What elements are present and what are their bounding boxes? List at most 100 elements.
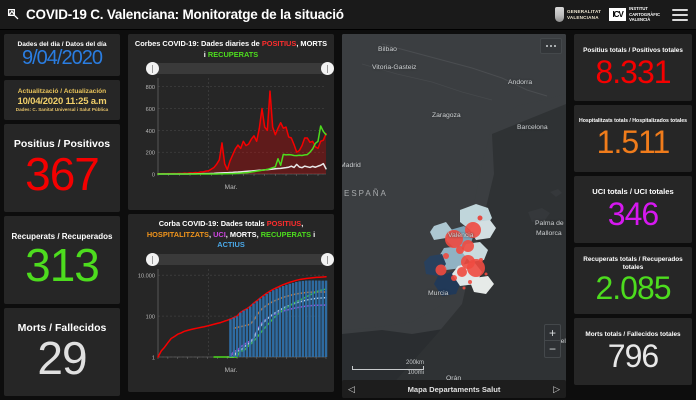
chart-title-daily-prefix: Corbes COVID-19: Dades diaries de <box>134 39 262 48</box>
chart-title-total-positius: POSITIUS <box>266 219 302 228</box>
kpi-card-date: Dades del dia / Datos del día 9/04/2020 <box>4 34 120 76</box>
chart-title-total-recuperats: RECUPERATS <box>260 229 312 239</box>
svg-text:10.000: 10.000 <box>138 274 155 280</box>
kpi-label-hospitalitzats-totals: Hospitalitzats totals / Hospitalizados t… <box>578 117 688 124</box>
svg-text:400: 400 <box>146 129 155 135</box>
kpi-card-hospitalitzats-totals: Hospitalitzats totals / Hospitalizados t… <box>574 105 692 172</box>
kpi-card-recuperats: Recuperats / Recuperados 313 <box>4 216 120 304</box>
kpi-card-morts: Morts / Fallecidos 29 <box>4 308 120 396</box>
daily-slider-handle-right[interactable] <box>321 62 334 76</box>
chart-title-total-actius: ACTIUS <box>217 240 245 250</box>
kpi-value-uci-totals: 346 <box>607 196 659 233</box>
total-chart-time-range-slider[interactable] <box>146 253 334 267</box>
chevron-right-icon[interactable]: ▷ <box>553 383 560 394</box>
chart-title-daily-sep1: , <box>296 39 301 48</box>
daily-chart-canvas: 0 200 400 600 800 <box>132 74 330 186</box>
kpi-label-recuperats-totals: Recuperats totals / Recuperados totales <box>583 256 683 271</box>
kpi-label-morts: Morts / Fallecidos <box>17 322 107 335</box>
chart-title-total-sep5: i <box>311 229 316 239</box>
map-label-barcelona: Barcelona <box>517 124 548 131</box>
total-chart-canvas: 1 100 10.000 <box>132 265 330 369</box>
kpi-card-positius: Positius / Positivos 367 <box>4 124 120 212</box>
total-chart-plot-area: 1 100 10.000 Mar. <box>132 265 330 374</box>
total-slider-handle-right[interactable] <box>321 253 334 267</box>
chart-title-total-hospitalitzats: HOSPITALITZATS <box>146 229 209 239</box>
chart-title-daily-recuperats: RECUPERATS <box>207 49 259 59</box>
map-layer-title: Mapa Departaments Salut <box>407 384 501 394</box>
total-slider-handle-left[interactable] <box>146 253 159 267</box>
svg-text:200: 200 <box>146 151 155 157</box>
hamburger-menu-icon[interactable] <box>668 8 688 21</box>
svg-text:100: 100 <box>146 315 155 321</box>
generalitat-valenciana-logo: GENERALITAT VALENCIANA <box>554 7 602 22</box>
map-label-murcia: Murcia <box>428 290 449 297</box>
map-zoom-out-button[interactable]: − <box>548 342 556 356</box>
chart-marker-icon <box>0 8 26 21</box>
map-label-palma-1: Palma de <box>535 220 564 227</box>
chart-title-total-sep1: , <box>301 219 304 228</box>
svg-text:800: 800 <box>146 86 155 92</box>
map-widget[interactable]: Bilbao Vitoria-Gasteiz Andorra Zaragoza … <box>342 34 566 396</box>
chart-title-total-uci: UCI <box>213 229 226 239</box>
map-scale-mi: 100mi <box>407 370 424 376</box>
right-kpi-column: Positius totals / Positivos totales 8.33… <box>570 30 696 400</box>
chart-card-daily-cases: Corbes COVID-19: Dades diaries de POSITI… <box>128 34 334 210</box>
kpi-value-morts-totals: 796 <box>607 337 659 374</box>
map-zoom-controls[interactable]: + − <box>544 324 561 358</box>
map-layer-navigator: ◁ Mapa Departaments Salut ▷ <box>342 380 566 398</box>
daily-chart-xaxis-label: Mar. <box>224 184 238 192</box>
map-label-madrid: Madrid <box>342 162 361 169</box>
chart-title-daily-positius: POSITIUS <box>261 39 297 48</box>
page-title: COVID-19 C. Valenciana: Monitoratge de l… <box>26 7 344 22</box>
generalitat-shield-icon <box>554 7 564 22</box>
header-logos: GENERALITAT VALENCIANA ICV INSTITUT CART… <box>554 0 696 29</box>
kpi-label-positius-totals: Positius totals / Positivos totales <box>583 47 683 55</box>
map-basemap <box>342 34 566 396</box>
map-zoom-in-button[interactable]: + <box>545 325 560 341</box>
map-scale-km: 200km <box>405 360 424 366</box>
kpi-value-recuperats-totals: 2.085 <box>595 270 671 307</box>
app-header: COVID-19 C. Valenciana: Monitoratge de l… <box>0 0 696 30</box>
map-label-palma-2: Mallorca <box>536 230 562 237</box>
kpi-label-date: Dades del dia / Datos del día <box>17 40 107 48</box>
svg-text:1: 1 <box>152 356 155 362</box>
icv-logo-line2: CARTOGRÀFIC <box>629 11 660 17</box>
map-label-oran: Orán <box>446 375 462 382</box>
kpi-label-update: Actualització / Actualización <box>17 88 107 96</box>
icv-logo-line3: VALENCIÀ <box>629 17 651 23</box>
total-chart-xaxis-label: Mar. <box>224 367 238 375</box>
kpi-value-positius-totals: 8.331 <box>595 53 671 90</box>
kpi-label-morts-totals: Morts totals / Fallecidos totales <box>585 331 681 339</box>
map-label-bilbao: Bilbao <box>378 46 397 53</box>
chart-title-daily-sep2: i <box>203 49 208 59</box>
kpi-card-positius-totals: Positius totals / Positivos totales 8.33… <box>574 34 692 101</box>
institut-cartografic-valencia-logo: ICV INSTITUT CARTOGRÀFIC VALENCIÀ <box>609 6 660 22</box>
daily-chart-plot-area: 0 200 400 600 800 Mar. <box>132 74 330 191</box>
chart-title-total-sep3: , <box>225 229 230 239</box>
map-column: Bilbao Vitoria-Gasteiz Andorra Zaragoza … <box>338 30 570 400</box>
kpi-card-recuperats-totals: Recuperats totals / Recuperados totales … <box>574 247 692 314</box>
chevron-left-icon[interactable]: ◁ <box>348 383 355 394</box>
kpi-value-hospitalitzats-totals: 1.511 <box>596 123 671 160</box>
daily-chart-time-range-slider[interactable] <box>146 62 334 76</box>
gva-logo-line1: GENERALITAT <box>566 8 602 14</box>
kpi-label-uci-totals: UCI totals / UCI totales <box>592 187 674 197</box>
map-label-espana: ESPAÑA <box>344 189 388 198</box>
kpi-card-uci-totals: UCI totals / UCI totales 346 <box>574 176 692 243</box>
chart-title-daily: Corbes COVID-19: Dades diaries de POSITI… <box>128 34 334 61</box>
more-options-icon[interactable] <box>540 38 562 54</box>
chart-title-total-prefix: Corba COVID-19: Dades totals <box>158 219 267 228</box>
chart-title-daily-morts: MORTS <box>300 39 328 48</box>
kpi-card-update: Actualització / Actualización 10/04/2020… <box>4 80 120 120</box>
chart-card-cumulative: Corba COVID-19: Dades totals POSITIUS, H… <box>128 214 334 392</box>
chart-title-total-sep4: , <box>256 229 261 239</box>
charts-column: Corbes COVID-19: Dades diaries de POSITI… <box>124 30 338 400</box>
daily-slider-handle-left[interactable] <box>146 62 159 76</box>
chart-title-total: Corba COVID-19: Dades totals POSITIUS, H… <box>128 214 334 252</box>
chart-title-total-sep2: , <box>208 229 214 239</box>
kpi-value-morts: 29 <box>37 332 87 385</box>
kpi-value-recuperats: 313 <box>25 239 100 292</box>
kpi-value-positius: 367 <box>25 148 100 201</box>
map-label-andorra: Andorra <box>508 79 533 86</box>
